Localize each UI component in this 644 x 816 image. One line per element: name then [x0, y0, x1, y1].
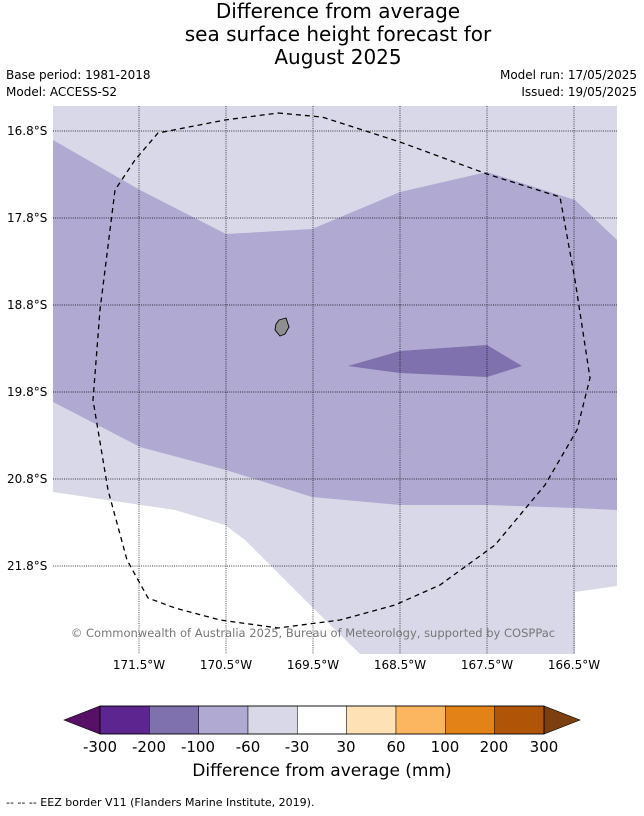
colorbar-cell [99, 705, 150, 735]
model-name: Model: ACCESS-S2 [6, 85, 118, 99]
issued-date: Issued: 19/05/2025 [521, 85, 637, 99]
island-land [274, 317, 290, 337]
colorbar-tick: -100 [181, 738, 215, 756]
colorbar-tick: 300 [530, 738, 559, 756]
title-line-3: August 2025 [274, 45, 402, 69]
gridlines [53, 106, 617, 654]
map-figure: 16.8°S 17.8°S 18.8°S 19.8°S 20.8°S 21.8°… [7, 106, 617, 756]
meta-left: Base period: 1981-2018 Model: ACCESS-S2 [6, 67, 151, 101]
copyright-notice: © Commonwealth of Australia 2025, Bureau… [71, 626, 555, 640]
colorbar-cell [297, 705, 347, 735]
lat-label: 21.8°S [7, 559, 47, 573]
colorbar-extend-high [543, 705, 581, 735]
lon-label: 166.5°W [548, 658, 600, 672]
lon-label: 170.5°W [200, 658, 252, 672]
colorbar-cell [445, 705, 495, 735]
lat-label: 17.8°S [7, 211, 47, 225]
model-run: Model run: 17/05/2025 [499, 68, 637, 82]
lat-label: 20.8°S [7, 472, 47, 486]
colorbar-cell [247, 705, 298, 735]
colorbar-cell [395, 705, 446, 735]
colorbar-cell [494, 705, 545, 735]
colorbar-frame [99, 705, 545, 735]
colorbar-tick: 100 [431, 738, 460, 756]
contour-band-medium [53, 140, 617, 510]
base-period: Base period: 1981-2018 [6, 68, 151, 82]
contour-band-dark [348, 345, 522, 377]
eez-legend-note: -- -- -- EEZ border V11 (Flanders Marine… [6, 796, 315, 809]
lon-label: 169.5°W [287, 658, 339, 672]
lat-label: 19.8°S [7, 385, 47, 399]
longitude-labels: 171.5°W 170.5°W 169.5°W 168.5°W 167.5°W … [113, 658, 600, 672]
title-line-2: sea surface height forecast for [184, 22, 492, 46]
colorbar-cell [198, 705, 249, 735]
colorbar-label: Difference from average (mm) [192, 761, 452, 781]
lat-label: 16.8°S [7, 124, 47, 138]
colorbar-tick: -30 [285, 738, 310, 756]
map-title: Difference from average sea surface heig… [0, 0, 644, 69]
colorbar-tick: 60 [386, 738, 405, 756]
colorbar-extend-low [63, 705, 101, 735]
lon-label: 168.5°W [374, 658, 426, 672]
eez-border [92, 112, 591, 629]
contour-band-light-top [180, 106, 320, 128]
lon-label: 171.5°W [113, 658, 165, 672]
colorbar-cell [346, 705, 397, 735]
colorbar-tick: 200 [480, 738, 509, 756]
title-line-1: Difference from average [215, 0, 461, 23]
latitude-labels: 16.8°S 17.8°S 18.8°S 19.8°S 20.8°S 21.8°… [7, 124, 47, 573]
colorbar-cell [149, 705, 199, 735]
lon-label: 167.5°W [461, 658, 513, 672]
meta-right: Model run: 17/05/2025 Issued: 19/05/2025 [500, 67, 637, 101]
map-area [53, 106, 617, 654]
colorbar-tick: -200 [132, 738, 166, 756]
colorbar-tick: -60 [236, 738, 261, 756]
colorbar-tick: -300 [83, 738, 117, 756]
lat-label: 18.8°S [7, 298, 47, 312]
colorbar-tick: 30 [336, 738, 355, 756]
colorbar: -300 -200 -100 -60 -30 30 60 100 200 300 [63, 705, 581, 756]
